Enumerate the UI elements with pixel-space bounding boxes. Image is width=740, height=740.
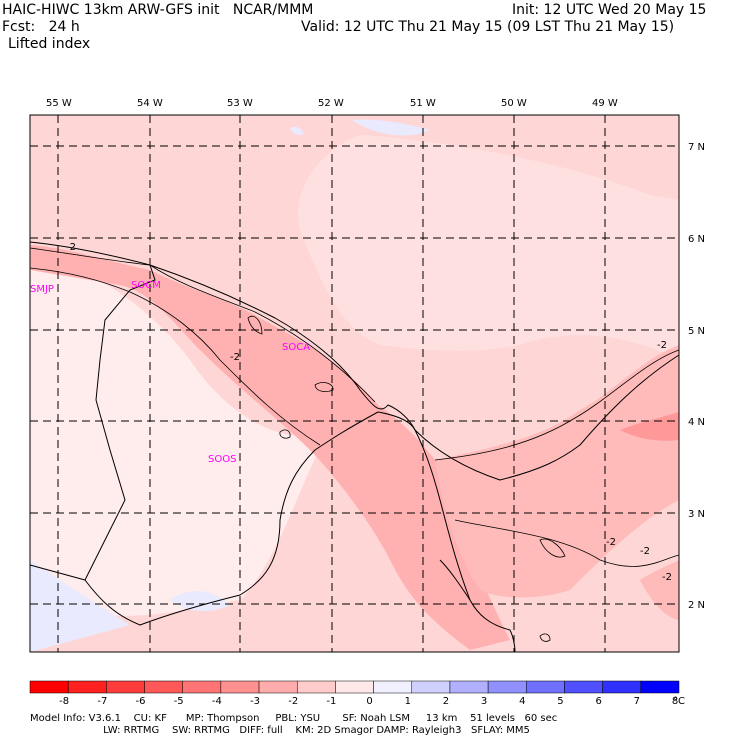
colorbar-tick-label: 0 (366, 696, 372, 707)
colorbar-swatch (296, 680, 336, 694)
station-socm: SOCM (131, 280, 161, 291)
lat-label: 6 N (688, 234, 705, 245)
map-frame (29, 114, 680, 653)
model-info-line-2: LW: RRTMG SW: RRTMG DIFF: full KM: 2D Sm… (30, 725, 530, 736)
contour-label: -2 (606, 537, 616, 548)
colorbar-swatch (449, 680, 489, 694)
lon-labels: 55 W 54 W 53 W 52 W 51 W 50 W 49 W (46, 98, 618, 109)
colorbar-tick-label: 3 (481, 696, 487, 707)
colorbar-tick-label: 5 (557, 696, 563, 707)
colorbar-tick-label: -8 (59, 696, 69, 707)
contour-label: -2 (640, 546, 650, 557)
colorbar-swatch (487, 680, 527, 694)
station-soos: SOOS (208, 454, 236, 465)
station-smjp: SMJP (30, 284, 54, 295)
lat-labels: 7 N 6 N 5 N 4 N 3 N 2 N (688, 142, 705, 611)
colorbar-swatch (67, 680, 107, 694)
lon-label: 50 W (501, 98, 527, 109)
model-info-line-1: Model Info: V3.6.1 CU: KF MP: Thompson P… (30, 713, 558, 724)
forecast-hour: Fcst: 24 h (2, 19, 80, 35)
colorbar-swatch (29, 680, 69, 694)
colorbar-tick-label: -6 (136, 696, 146, 707)
colorbar-swatch (526, 680, 565, 694)
init-time: Init: 12 UTC Wed 20 May 15 (512, 2, 707, 18)
colorbar-swatch (564, 680, 603, 694)
colorbar-swatch (106, 680, 145, 694)
lat-label: 2 N (688, 600, 705, 611)
colorbar-tick-label: -2 (288, 696, 298, 707)
lon-label: 54 W (137, 98, 163, 109)
colorbar-swatch (373, 680, 413, 694)
colorbar (29, 680, 680, 694)
colorbar-swatch (182, 680, 222, 694)
colorbar-swatch (144, 680, 183, 694)
colorbar-swatch (220, 680, 260, 694)
colorbar-tick-label: 2 (443, 696, 449, 707)
colorbar-tick-label: -4 (212, 696, 222, 707)
colorbar-swatch (640, 680, 680, 694)
colorbar-swatch (411, 680, 451, 694)
contour-label: -2 (657, 340, 667, 351)
lat-label: 3 N (688, 509, 705, 520)
colorbar-tick-label: 4 (519, 696, 525, 707)
valid-time: Valid: 12 UTC Thu 21 May 15 (09 LST Thu … (301, 19, 675, 35)
field-name: Lifted index (8, 36, 91, 52)
colorbar-unit: °C (673, 696, 685, 707)
lat-label: 4 N (688, 417, 705, 428)
colorbar-swatch (602, 680, 642, 694)
lat-lon-grid (30, 115, 679, 652)
colorbar-tick-label: -5 (174, 696, 184, 707)
contour-value-labels: -2 -2 -2 -2 -2 -2 (66, 242, 672, 583)
contour-label: -2 (66, 242, 76, 253)
lon-label: 53 W (227, 98, 253, 109)
colorbar-tick-label: 1 (405, 696, 411, 707)
lon-label: 52 W (318, 98, 344, 109)
colorbar-swatch (258, 680, 298, 694)
station-soca: SOCA (282, 342, 310, 353)
lat-label: 5 N (688, 326, 705, 337)
contour-label: -2 (230, 352, 240, 363)
colorbar-tick-label: 6 (595, 696, 601, 707)
lat-label: 7 N (688, 142, 705, 153)
colorbar-tick-label: -7 (97, 696, 107, 707)
station-labels: SMJP SOCM SOCA SOOS (30, 280, 310, 465)
lon-label: 55 W (46, 98, 72, 109)
colorbar-tick-label: -3 (250, 696, 260, 707)
colorbar-labels: -8 -7 -6 -5 -4 -3 -2 -1 0 1 2 3 4 5 6 7 8 (59, 696, 678, 707)
lon-label: 49 W (592, 98, 618, 109)
colorbar-tick-label: -1 (326, 696, 336, 707)
colorbar-swatch (335, 680, 374, 694)
lon-label: 51 W (410, 98, 436, 109)
colorbar-tick-label: 7 (634, 696, 640, 707)
political-borders (29, 241, 680, 653)
contour-lines (29, 247, 680, 642)
contour-label: -2 (662, 572, 672, 583)
model-title: HAIC-HIWC 13km ARW-GFS init NCAR/MMM (2, 2, 314, 18)
colorbar-tick-label: 8 (672, 696, 678, 707)
map-fill (30, 115, 679, 652)
